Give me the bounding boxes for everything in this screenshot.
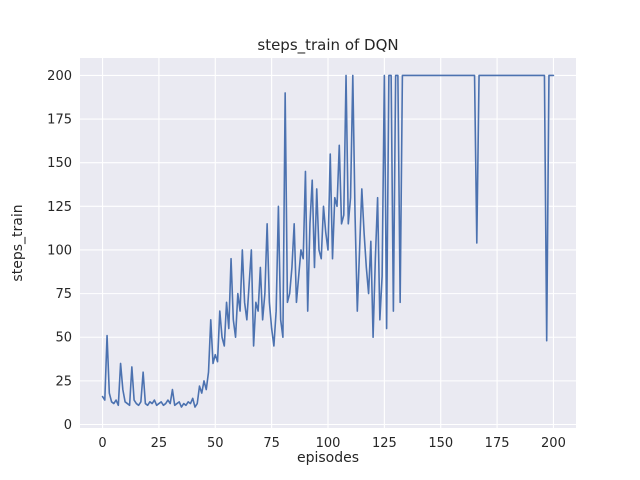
y-tick-label: 50	[55, 331, 72, 346]
x-tick-label: 200	[541, 436, 566, 451]
y-tick-label: 0	[64, 418, 72, 433]
x-tick-label: 100	[316, 436, 341, 451]
x-tick-label: 25	[151, 436, 168, 451]
y-tick-label: 25	[55, 374, 72, 389]
x-tick-label: 75	[263, 436, 280, 451]
x-tick-label: 125	[372, 436, 397, 451]
y-tick-label: 100	[47, 243, 72, 258]
y-axis-label: steps_train	[10, 204, 26, 281]
series-line-steps-train	[101, 74, 555, 408]
x-axis-label: episodes	[297, 450, 359, 466]
x-tick-label: 150	[428, 436, 453, 451]
chart-title: steps_train of DQN	[257, 36, 398, 55]
x-tick-label: 175	[485, 436, 510, 451]
tick-labels: 0 25 50 75 100 125 150 175 200 0 25 50 75 100 125 150 17…	[47, 69, 566, 451]
x-tick-label: 50	[207, 436, 224, 451]
y-tick-label: 150	[47, 156, 72, 171]
x-tick-label: 0	[98, 436, 106, 451]
y-tick-label: 200	[47, 69, 72, 84]
y-tick-label: 175	[47, 113, 72, 128]
y-tick-label: 125	[47, 200, 72, 215]
y-tick-label: 75	[55, 287, 72, 302]
